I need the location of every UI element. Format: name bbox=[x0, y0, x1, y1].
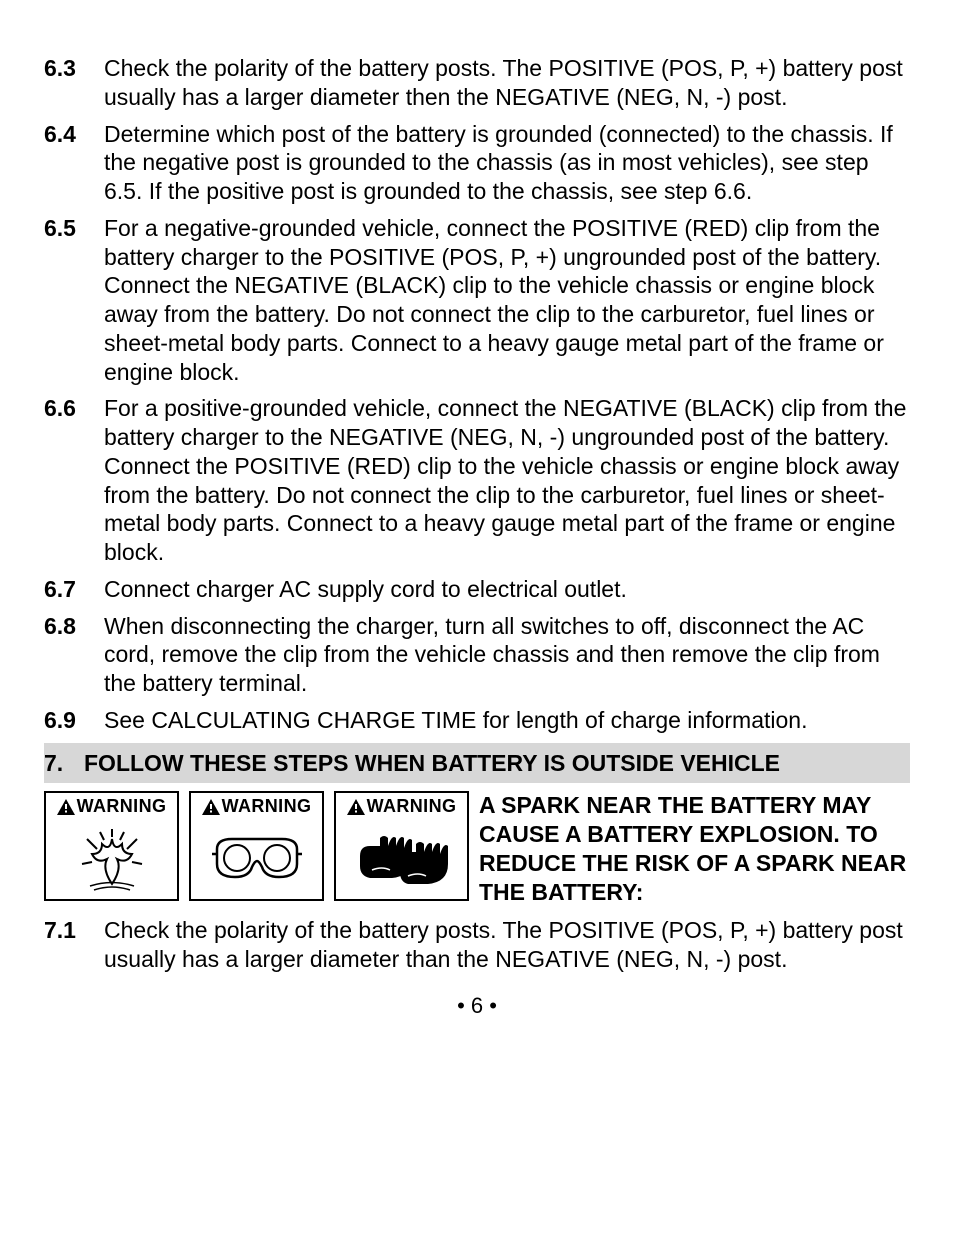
item-text: Connect charger AC supply cord to electr… bbox=[104, 575, 910, 604]
section-7-header: 7. FOLLOW THESE STEPS WHEN BATTERY IS OU… bbox=[44, 743, 910, 784]
item-text: For a positive-grounded vehicle, connect… bbox=[104, 394, 910, 567]
section-title: FOLLOW THESE STEPS WHEN BATTERY IS OUTSI… bbox=[84, 749, 910, 778]
item-number: 6.4 bbox=[44, 120, 104, 206]
instruction-item: 6.4Determine which post of the battery i… bbox=[44, 120, 910, 206]
item-text: For a negative-grounded vehicle, connect… bbox=[104, 214, 910, 387]
warning-text: A SPARK NEAR THE BATTERY MAY CAUSE A BAT… bbox=[479, 791, 910, 906]
item-text: When disconnecting the charger, turn all… bbox=[104, 612, 910, 698]
alert-triangle-icon bbox=[57, 799, 75, 815]
instruction-item: 6.3Check the polarity of the battery pos… bbox=[44, 54, 910, 112]
warning-box-gloves: WARNING bbox=[334, 791, 469, 901]
alert-triangle-icon bbox=[202, 799, 220, 815]
alert-triangle-icon bbox=[347, 799, 365, 815]
warning-label: WARNING bbox=[202, 795, 312, 818]
warning-box-goggles: WARNING bbox=[189, 791, 324, 901]
instruction-item: 6.7Connect charger AC supply cord to ele… bbox=[44, 575, 910, 604]
item-text: Check the polarity of the battery posts.… bbox=[104, 54, 910, 112]
item-number: 7.1 bbox=[44, 916, 104, 974]
instruction-item: 6.9See CALCULATING CHARGE TIME for lengt… bbox=[44, 706, 910, 735]
item-number: 6.5 bbox=[44, 214, 104, 387]
instruction-item: 7.1Check the polarity of the battery pos… bbox=[44, 916, 910, 974]
warning-label: WARNING bbox=[347, 795, 457, 818]
instruction-item: 6.6For a positive-grounded vehicle, conn… bbox=[44, 394, 910, 567]
section-num: 7. bbox=[44, 749, 84, 778]
warning-label: WARNING bbox=[57, 795, 167, 818]
item-text: Check the polarity of the battery posts.… bbox=[104, 916, 910, 974]
item-number: 6.6 bbox=[44, 394, 104, 567]
item-number: 6.7 bbox=[44, 575, 104, 604]
explosion-icon bbox=[72, 824, 152, 894]
warning-box-explosion: WARNING bbox=[44, 791, 179, 901]
item-number: 6.8 bbox=[44, 612, 104, 698]
warning-row: WARNING WARNING bbox=[44, 791, 910, 906]
item-number: 6.9 bbox=[44, 706, 104, 735]
item-text: See CALCULATING CHARGE TIME for length o… bbox=[104, 706, 910, 735]
page-number: • 6 • bbox=[44, 992, 910, 1020]
instruction-item: 6.8When disconnecting the charger, turn … bbox=[44, 612, 910, 698]
goggles-icon bbox=[207, 829, 307, 889]
item-number: 6.3 bbox=[44, 54, 104, 112]
item-text: Determine which post of the battery is g… bbox=[104, 120, 910, 206]
instruction-item: 6.5For a negative-grounded vehicle, conn… bbox=[44, 214, 910, 387]
gloves-icon bbox=[352, 826, 452, 891]
